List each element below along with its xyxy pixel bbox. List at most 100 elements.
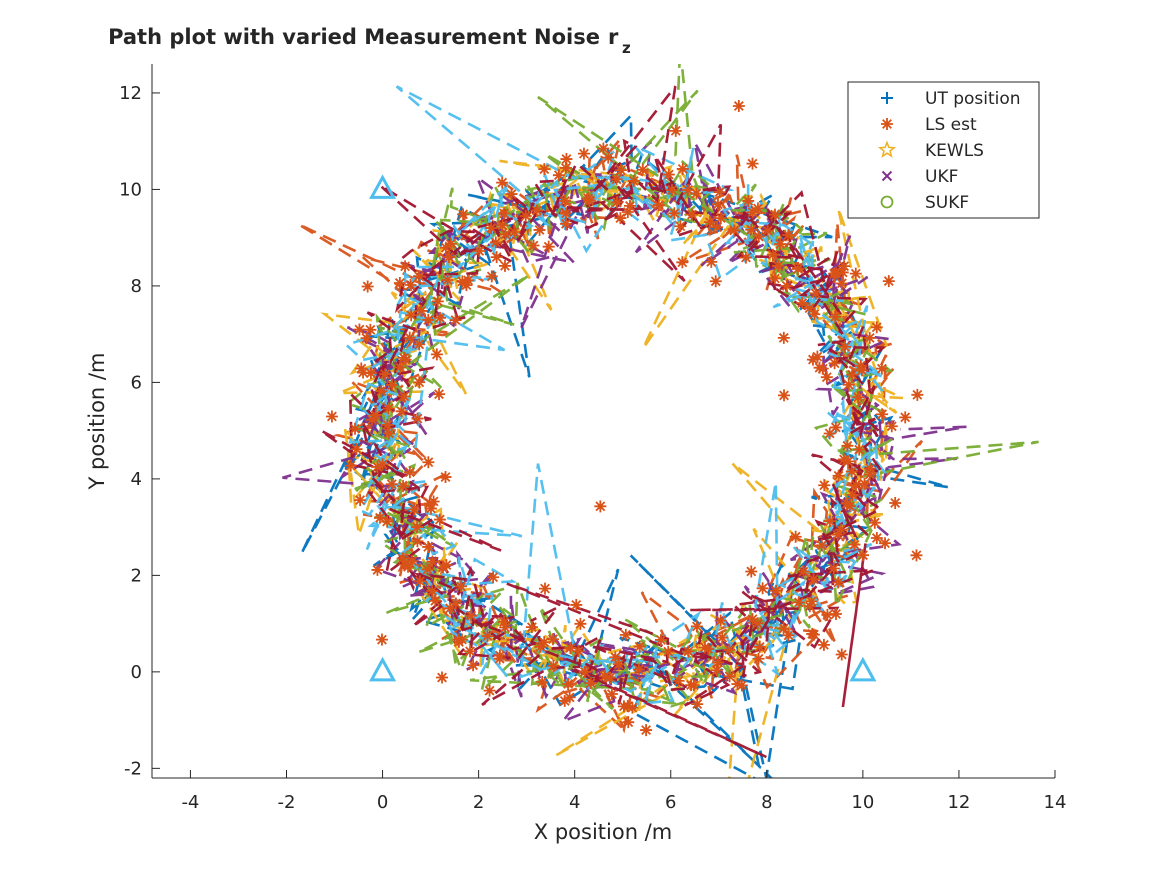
ls-est-marker — [429, 594, 442, 607]
ls-est-marker — [761, 224, 774, 237]
y-axis-label: Y position /m — [85, 353, 109, 491]
ls-est-marker — [686, 208, 699, 221]
ls-est-marker — [839, 340, 852, 353]
ls-est-marker — [394, 361, 407, 374]
ls-est-marker — [493, 652, 506, 665]
ls-est-marker — [777, 331, 790, 344]
ls-est-marker — [676, 162, 689, 175]
x-tick-label: 10 — [851, 792, 874, 813]
ls-est-marker — [882, 275, 895, 288]
ls-est-marker — [703, 216, 716, 229]
ls-est-marker — [449, 597, 462, 610]
ls-est-marker — [711, 221, 724, 234]
ls-est-marker — [817, 638, 830, 651]
ls-est-marker — [499, 228, 512, 241]
x-tick-label: -4 — [181, 792, 199, 813]
ls-est-marker — [789, 530, 802, 543]
ls-est-marker — [863, 468, 876, 481]
ls-est-marker — [823, 427, 836, 440]
ls-est-marker — [413, 575, 426, 588]
ls-est-marker — [777, 622, 790, 635]
ls-est-marker — [751, 202, 764, 215]
ls-est-marker — [885, 420, 898, 433]
ls-est-marker — [398, 351, 411, 364]
estimate-paths — [282, 64, 1039, 778]
ls-est-marker — [382, 402, 395, 415]
y-tick-label: 10 — [119, 179, 142, 200]
ls-est-marker — [626, 701, 639, 714]
ls-est-marker — [427, 495, 440, 508]
ls-est-marker — [709, 275, 722, 288]
ls-est-marker — [498, 615, 511, 628]
ls-est-marker — [829, 310, 842, 323]
ls-est-marker — [838, 260, 851, 273]
y-tick-label: 2 — [131, 565, 142, 586]
ls-est-marker — [439, 471, 452, 484]
ls-est-marker — [594, 500, 607, 513]
ls-est-marker — [782, 229, 795, 242]
ls-est-marker — [433, 513, 446, 526]
ls-est-marker — [583, 194, 596, 207]
ls-est-marker — [436, 671, 449, 684]
ls-est-marker — [559, 161, 572, 174]
ls-est-marker — [857, 549, 870, 562]
ls-est-marker — [498, 207, 511, 220]
legend-label: UKF — [925, 167, 958, 187]
ls-est-marker — [732, 99, 745, 112]
ls-est-marker — [527, 239, 540, 252]
ls-est-marker — [806, 627, 819, 640]
ls-est-marker — [442, 251, 455, 264]
ls-est-marker — [538, 163, 551, 176]
ls-est-marker — [710, 664, 723, 677]
y-tick-label: 8 — [131, 276, 142, 297]
ls-est-marker — [712, 656, 725, 669]
ls-est-marker — [820, 371, 833, 384]
ls-est-marker — [751, 617, 764, 630]
ls-est-marker — [558, 694, 571, 707]
ls-est-marker — [487, 571, 500, 584]
ls-est-marker — [879, 537, 892, 550]
chart-title-subscript-index: z — [622, 39, 631, 57]
ls-est-marker — [403, 466, 416, 479]
ls-est-marker — [498, 259, 511, 272]
ls-est-marker — [821, 608, 834, 621]
ls-est-marker — [547, 659, 560, 672]
ls-est-marker — [846, 488, 859, 501]
ls-est-marker — [610, 196, 623, 209]
ls-est-marker — [723, 643, 736, 656]
ls-est-marker — [519, 209, 532, 222]
ls-est-marker — [422, 313, 435, 326]
ls-est-marker — [564, 641, 577, 654]
ls-est-marker — [465, 609, 478, 622]
ls-est-marker — [381, 515, 394, 528]
ls-est-marker — [364, 367, 377, 380]
ls-est-marker — [393, 276, 406, 289]
ls-est-marker — [621, 206, 634, 219]
ls-est-marker — [742, 194, 755, 207]
ls-est-marker — [422, 540, 435, 553]
ls-est-marker — [539, 582, 552, 595]
ls-est-marker — [853, 443, 866, 456]
ls-est-marker — [870, 321, 883, 334]
ls-est-marker — [398, 390, 411, 403]
ls-est-marker — [832, 469, 845, 482]
ls-est-marker — [598, 670, 611, 683]
ls-est-marker — [602, 151, 615, 164]
ls-est-marker — [366, 413, 379, 426]
ls-est-marker — [690, 620, 703, 633]
y-ticks: -2 0 2 4 6 8 10 12 — [119, 83, 160, 779]
ls-est-marker — [381, 418, 394, 431]
ls-est-marker — [772, 260, 785, 273]
ls-est-marker — [811, 350, 824, 363]
ls-est-marker — [752, 652, 765, 665]
ls-est-marker — [827, 562, 840, 575]
x-tick-label: 6 — [665, 792, 676, 813]
ls-est-marker — [570, 598, 583, 611]
ls-est-marker — [828, 357, 841, 370]
ls-est-marker — [612, 658, 625, 671]
ls-est-marker — [444, 602, 457, 615]
ls-est-marker — [746, 157, 759, 170]
x-tick-label: 0 — [377, 792, 388, 813]
ls-est-marker — [899, 411, 912, 424]
x-tick-label: 2 — [473, 792, 484, 813]
